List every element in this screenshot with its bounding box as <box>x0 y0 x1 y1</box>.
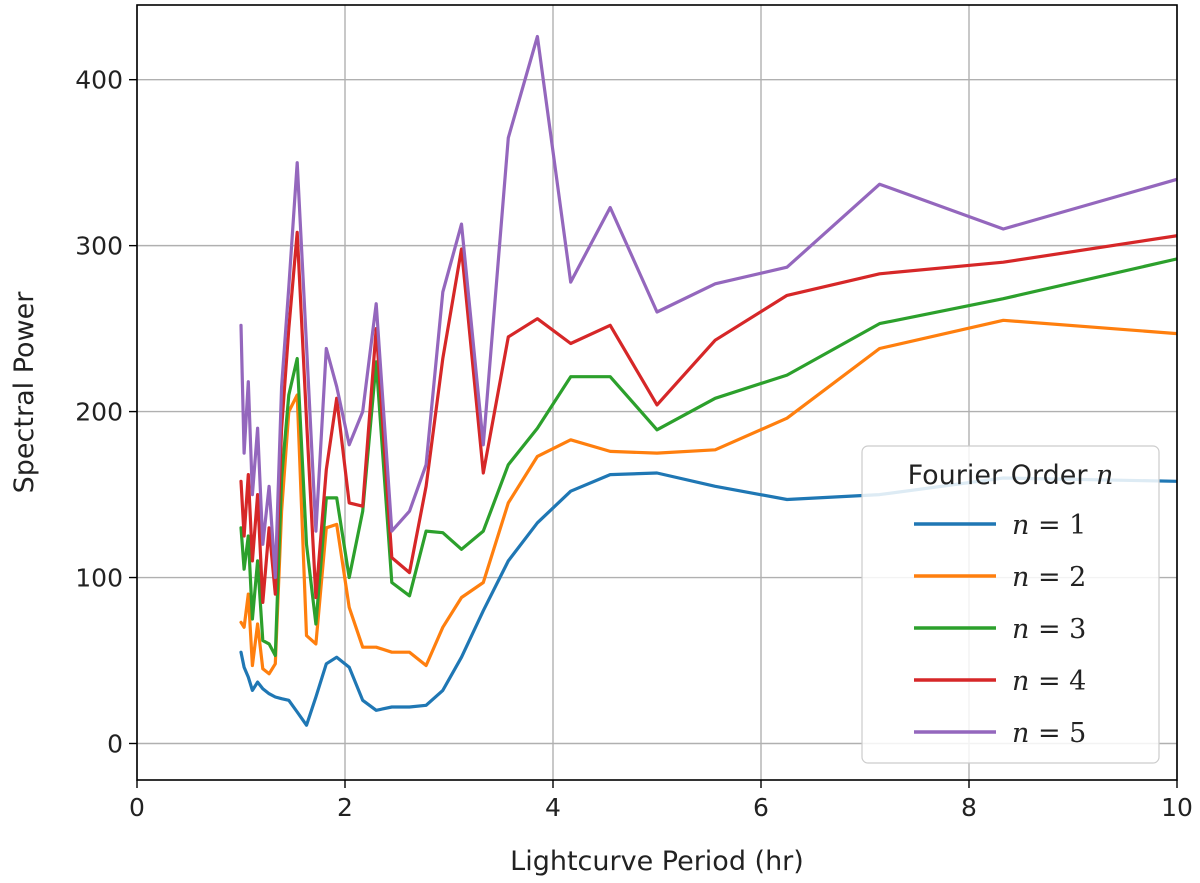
x-tick-label: 6 <box>753 793 769 822</box>
series-line-n4 <box>239 230 1177 605</box>
y-tick-label: 300 <box>75 232 123 261</box>
legend-title-variable: n <box>1096 460 1113 491</box>
plot-frame <box>136 4 1178 781</box>
series-line-n2 <box>239 318 1177 676</box>
legend: Fourier Order n n = 1n = 2n = 3n = 4n = … <box>861 445 1160 764</box>
y-tick-label: 200 <box>75 398 123 427</box>
legend-entries: n = 1n = 2n = 3n = 4n = 5 <box>914 510 1086 749</box>
y-tick-label: 400 <box>75 66 123 95</box>
legend-label: n = 1 <box>1012 510 1086 541</box>
legend-label-variable: n <box>1012 666 1029 697</box>
y-tick-label: 100 <box>75 564 123 593</box>
legend-label-variable: n <box>1012 718 1029 749</box>
legend-label: n = 4 <box>1012 666 1086 697</box>
legend-label-equation: = 2 <box>1029 562 1086 593</box>
legend-entry-n2: n = 2 <box>914 562 1086 593</box>
legend-entry-n4: n = 4 <box>914 666 1086 697</box>
legend-label: n = 3 <box>1012 614 1086 645</box>
legend-label: n = 5 <box>1012 718 1086 749</box>
legend-box <box>861 445 1160 764</box>
legend-entry-n5: n = 5 <box>914 718 1086 749</box>
series-lines <box>239 34 1177 727</box>
legend-label-variable: n <box>1012 614 1029 645</box>
series-line-n1 <box>239 471 1177 727</box>
legend-entry-n3: n = 3 <box>914 614 1086 645</box>
x-axis-label: Lightcurve Period (hr) <box>510 846 804 877</box>
legend-label-variable: n <box>1012 562 1029 593</box>
legend-label-equation: = 3 <box>1029 614 1086 645</box>
legend-label-equation: = 4 <box>1029 666 1086 697</box>
x-tick-label: 0 <box>129 793 145 822</box>
y-tick-label: 0 <box>107 729 123 758</box>
legend-entry-n1: n = 1 <box>914 510 1086 541</box>
legend-label-variable: n <box>1012 510 1029 541</box>
x-tick-label: 2 <box>337 793 353 822</box>
x-tick-label: 4 <box>545 793 561 822</box>
legend-label: n = 2 <box>1012 562 1086 593</box>
x-tick-label: 10 <box>1161 793 1193 822</box>
legend-title-prefix: Fourier Order <box>908 460 1096 491</box>
legend-title: Fourier Order n <box>908 460 1114 491</box>
legend-label-equation: = 1 <box>1029 510 1086 541</box>
y-axis-label: Spectral Power <box>9 291 40 494</box>
legend-label-equation: = 5 <box>1029 718 1086 749</box>
series-line-n5 <box>239 34 1177 580</box>
x-tick-label: 8 <box>961 793 977 822</box>
